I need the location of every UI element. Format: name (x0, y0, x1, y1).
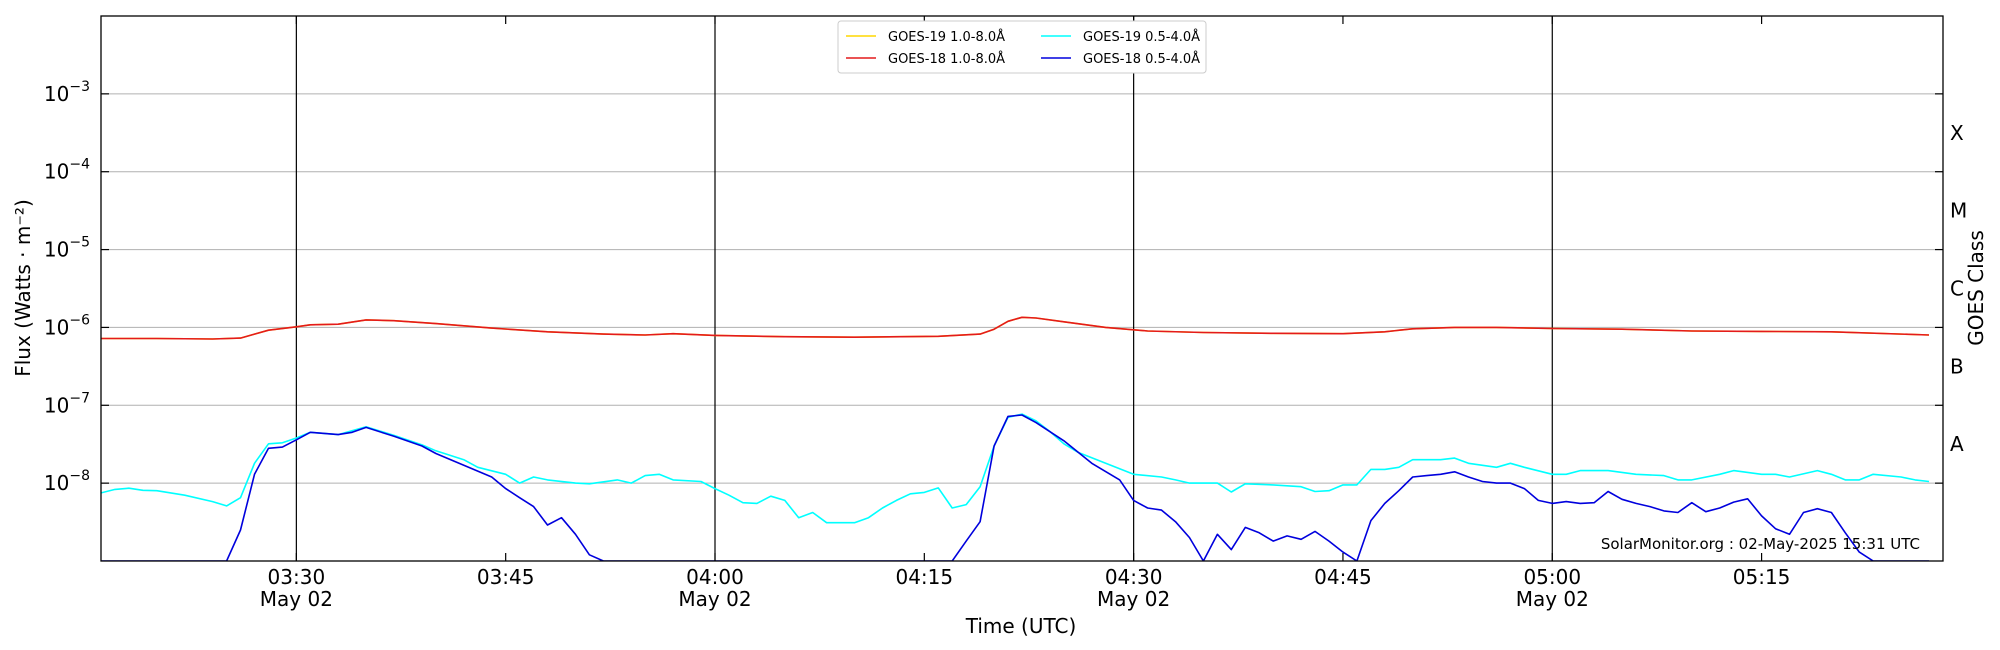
y-tick-exponent: −8 (69, 468, 90, 484)
x-tick-label: 05:00 (1523, 565, 1581, 589)
y-tick-exponent: −4 (69, 157, 90, 173)
y-axis-title: Flux (Watts · m⁻²) (11, 199, 35, 377)
x-tick-date-label: May 02 (678, 587, 751, 611)
series-line (101, 316, 1930, 340)
legend-label: GOES-19 0.5-4.0Å (1083, 29, 1200, 45)
y-tick-exponent: −6 (69, 312, 90, 328)
vertical-day-lines (295, 16, 1553, 561)
goes-class-label: C (1950, 277, 1964, 301)
y2-axis-title: GOES Class (1964, 230, 1988, 346)
y-tick-exponent: −7 (69, 390, 90, 406)
legend-label: GOES-18 0.5-4.0Å (1083, 51, 1200, 67)
x-tick-label: 05:15 (1733, 565, 1791, 589)
y-tick-base: 10 (44, 393, 69, 417)
x-tick-label: 04:45 (1314, 565, 1372, 589)
y-tick-exponent: −5 (69, 235, 90, 251)
x-tick-label: 04:15 (895, 565, 953, 589)
goes-class-label: B (1950, 354, 1964, 378)
y-tick-label: 10−6 (44, 312, 90, 339)
series-line (101, 413, 1930, 524)
y-tick-label: 10−3 (44, 79, 90, 106)
y-tick-label: 10−7 (44, 390, 90, 417)
legend-box (837, 20, 1207, 74)
grid-layer (101, 93, 1943, 484)
y-tick-base: 10 (44, 471, 69, 495)
legend-label: GOES-18 1.0-8.0Å (888, 51, 1005, 67)
x-tick-label: 03:45 (477, 565, 535, 589)
x-tick-date-label: May 02 (1516, 587, 1589, 611)
x-tick-date-label: May 02 (1097, 587, 1170, 611)
goes-class-label: M (1950, 199, 1967, 223)
x-tick-label: 03:30 (268, 565, 326, 589)
goes-class-label: A (1950, 432, 1964, 456)
y-tick-base: 10 (44, 160, 69, 184)
y-tick-base: 10 (44, 82, 69, 106)
y-tick-label: 10−8 (44, 468, 90, 495)
credit-text: SolarMonitor.org : 02-May-2025 15:31 UTC (1601, 535, 1920, 553)
y-tick-exponent: −3 (69, 79, 90, 95)
x-axis-title: Time (UTC) (965, 614, 1077, 638)
y-tick-label: 10−4 (44, 157, 90, 184)
series-layer (101, 316, 1930, 561)
x-tick-label: 04:30 (1105, 565, 1163, 589)
series-line (101, 414, 1929, 561)
plot-frame (100, 15, 1944, 562)
legend-label: GOES-19 1.0-8.0Å (888, 29, 1005, 45)
goes-class-label: X (1950, 121, 1964, 145)
y-tick-base: 10 (44, 238, 69, 262)
goes-class-labels: A B C M X (1950, 121, 1967, 456)
legend: GOES-19 1.0-8.0Å GOES-18 1.0-8.0Å GOES-19 … (837, 20, 1207, 74)
x-tick-date-label: May 02 (260, 587, 333, 611)
y-tick-label: 10−5 (44, 235, 90, 262)
x-tick-label: 04:00 (686, 565, 744, 589)
y-tick-base: 10 (44, 315, 69, 339)
